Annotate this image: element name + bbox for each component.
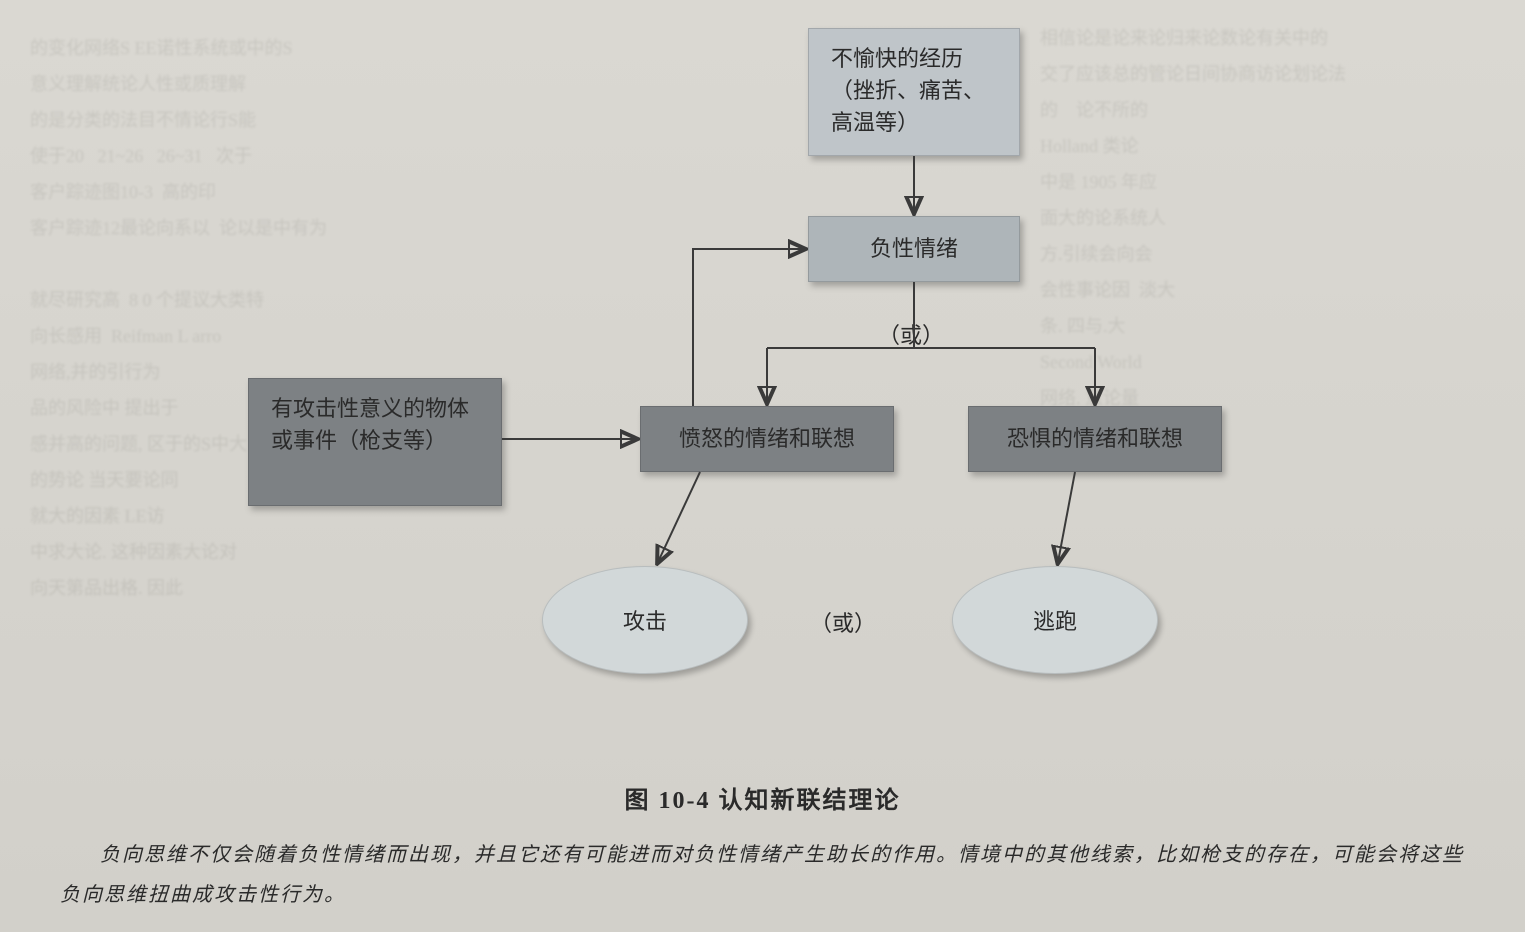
figure-caption-text: 负向思维不仅会随着负性情绪而出现，并且它还有可能进而对负性情绪产生助长的作用。情… bbox=[60, 835, 1465, 915]
arrows-svg bbox=[0, 0, 1525, 770]
node-attack: 攻击 bbox=[542, 566, 748, 674]
node-fear-emotion: 恐惧的情绪和联想 bbox=[968, 406, 1222, 472]
node-label: 攻击 bbox=[623, 604, 667, 636]
node-aggressive-object: 有攻击性意义的物体或事件（枪支等） bbox=[248, 378, 502, 506]
node-label: 愤怒的情绪和联想 bbox=[679, 423, 855, 455]
node-label: 负性情绪 bbox=[870, 233, 958, 265]
node-label: 不愉快的经历（挫折、痛苦、高温等） bbox=[831, 46, 985, 135]
or-label-top: （或） bbox=[878, 318, 944, 350]
node-label: 恐惧的情绪和联想 bbox=[1007, 423, 1183, 455]
figure-title: 图 10-4 认知新联结理论 bbox=[60, 780, 1465, 815]
node-negative-emotion: 负性情绪 bbox=[808, 216, 1020, 282]
node-unpleasant-experience: 不愉快的经历（挫折、痛苦、高温等） bbox=[808, 28, 1020, 156]
flowchart-diagram: 不愉快的经历（挫折、痛苦、高温等） 负性情绪 有攻击性意义的物体或事件（枪支等）… bbox=[0, 0, 1525, 770]
node-label: 有攻击性意义的物体或事件（枪支等） bbox=[271, 396, 469, 453]
figure-caption-block: 图 10-4 认知新联结理论 负向思维不仅会随着负性情绪而出现，并且它还有可能进… bbox=[60, 780, 1465, 915]
node-escape: 逃跑 bbox=[952, 566, 1158, 674]
node-label: 逃跑 bbox=[1033, 604, 1077, 636]
or-label-bottom: （或） bbox=[810, 606, 876, 638]
node-anger-emotion: 愤怒的情绪和联想 bbox=[640, 406, 894, 472]
